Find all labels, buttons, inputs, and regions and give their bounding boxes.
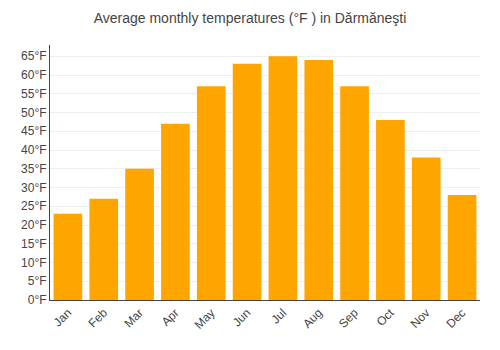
svg-text:5°F: 5°F xyxy=(28,274,47,288)
svg-text:10°F: 10°F xyxy=(21,256,46,270)
svg-text:Jan: Jan xyxy=(51,306,75,330)
svg-text:May: May xyxy=(192,306,218,332)
svg-text:45°F: 45°F xyxy=(21,124,46,138)
svg-text:Mar: Mar xyxy=(121,306,146,331)
svg-text:0°F: 0°F xyxy=(28,293,47,307)
svg-text:25°F: 25°F xyxy=(21,199,46,213)
svg-text:20°F: 20°F xyxy=(21,218,46,232)
svg-text:Apr: Apr xyxy=(159,306,182,329)
svg-text:50°F: 50°F xyxy=(21,106,46,120)
svg-text:15°F: 15°F xyxy=(21,237,46,251)
svg-text:Sep: Sep xyxy=(336,306,361,331)
svg-text:40°F: 40°F xyxy=(21,143,46,157)
svg-text:30°F: 30°F xyxy=(21,181,46,195)
svg-text:35°F: 35°F xyxy=(21,162,46,176)
svg-text:55°F: 55°F xyxy=(21,87,46,101)
svg-text:Dec: Dec xyxy=(443,306,468,331)
svg-text:Feb: Feb xyxy=(86,306,111,331)
svg-text:Average monthly temperatures (: Average monthly temperatures (°F ) in Dă… xyxy=(94,10,407,26)
svg-text:Oct: Oct xyxy=(374,305,398,329)
svg-text:Jun: Jun xyxy=(230,306,254,330)
svg-text:Nov: Nov xyxy=(408,306,433,331)
svg-text:65°F: 65°F xyxy=(21,49,46,63)
svg-text:Aug: Aug xyxy=(300,306,325,331)
svg-text:60°F: 60°F xyxy=(21,68,46,82)
svg-text:Jul: Jul xyxy=(269,306,290,327)
